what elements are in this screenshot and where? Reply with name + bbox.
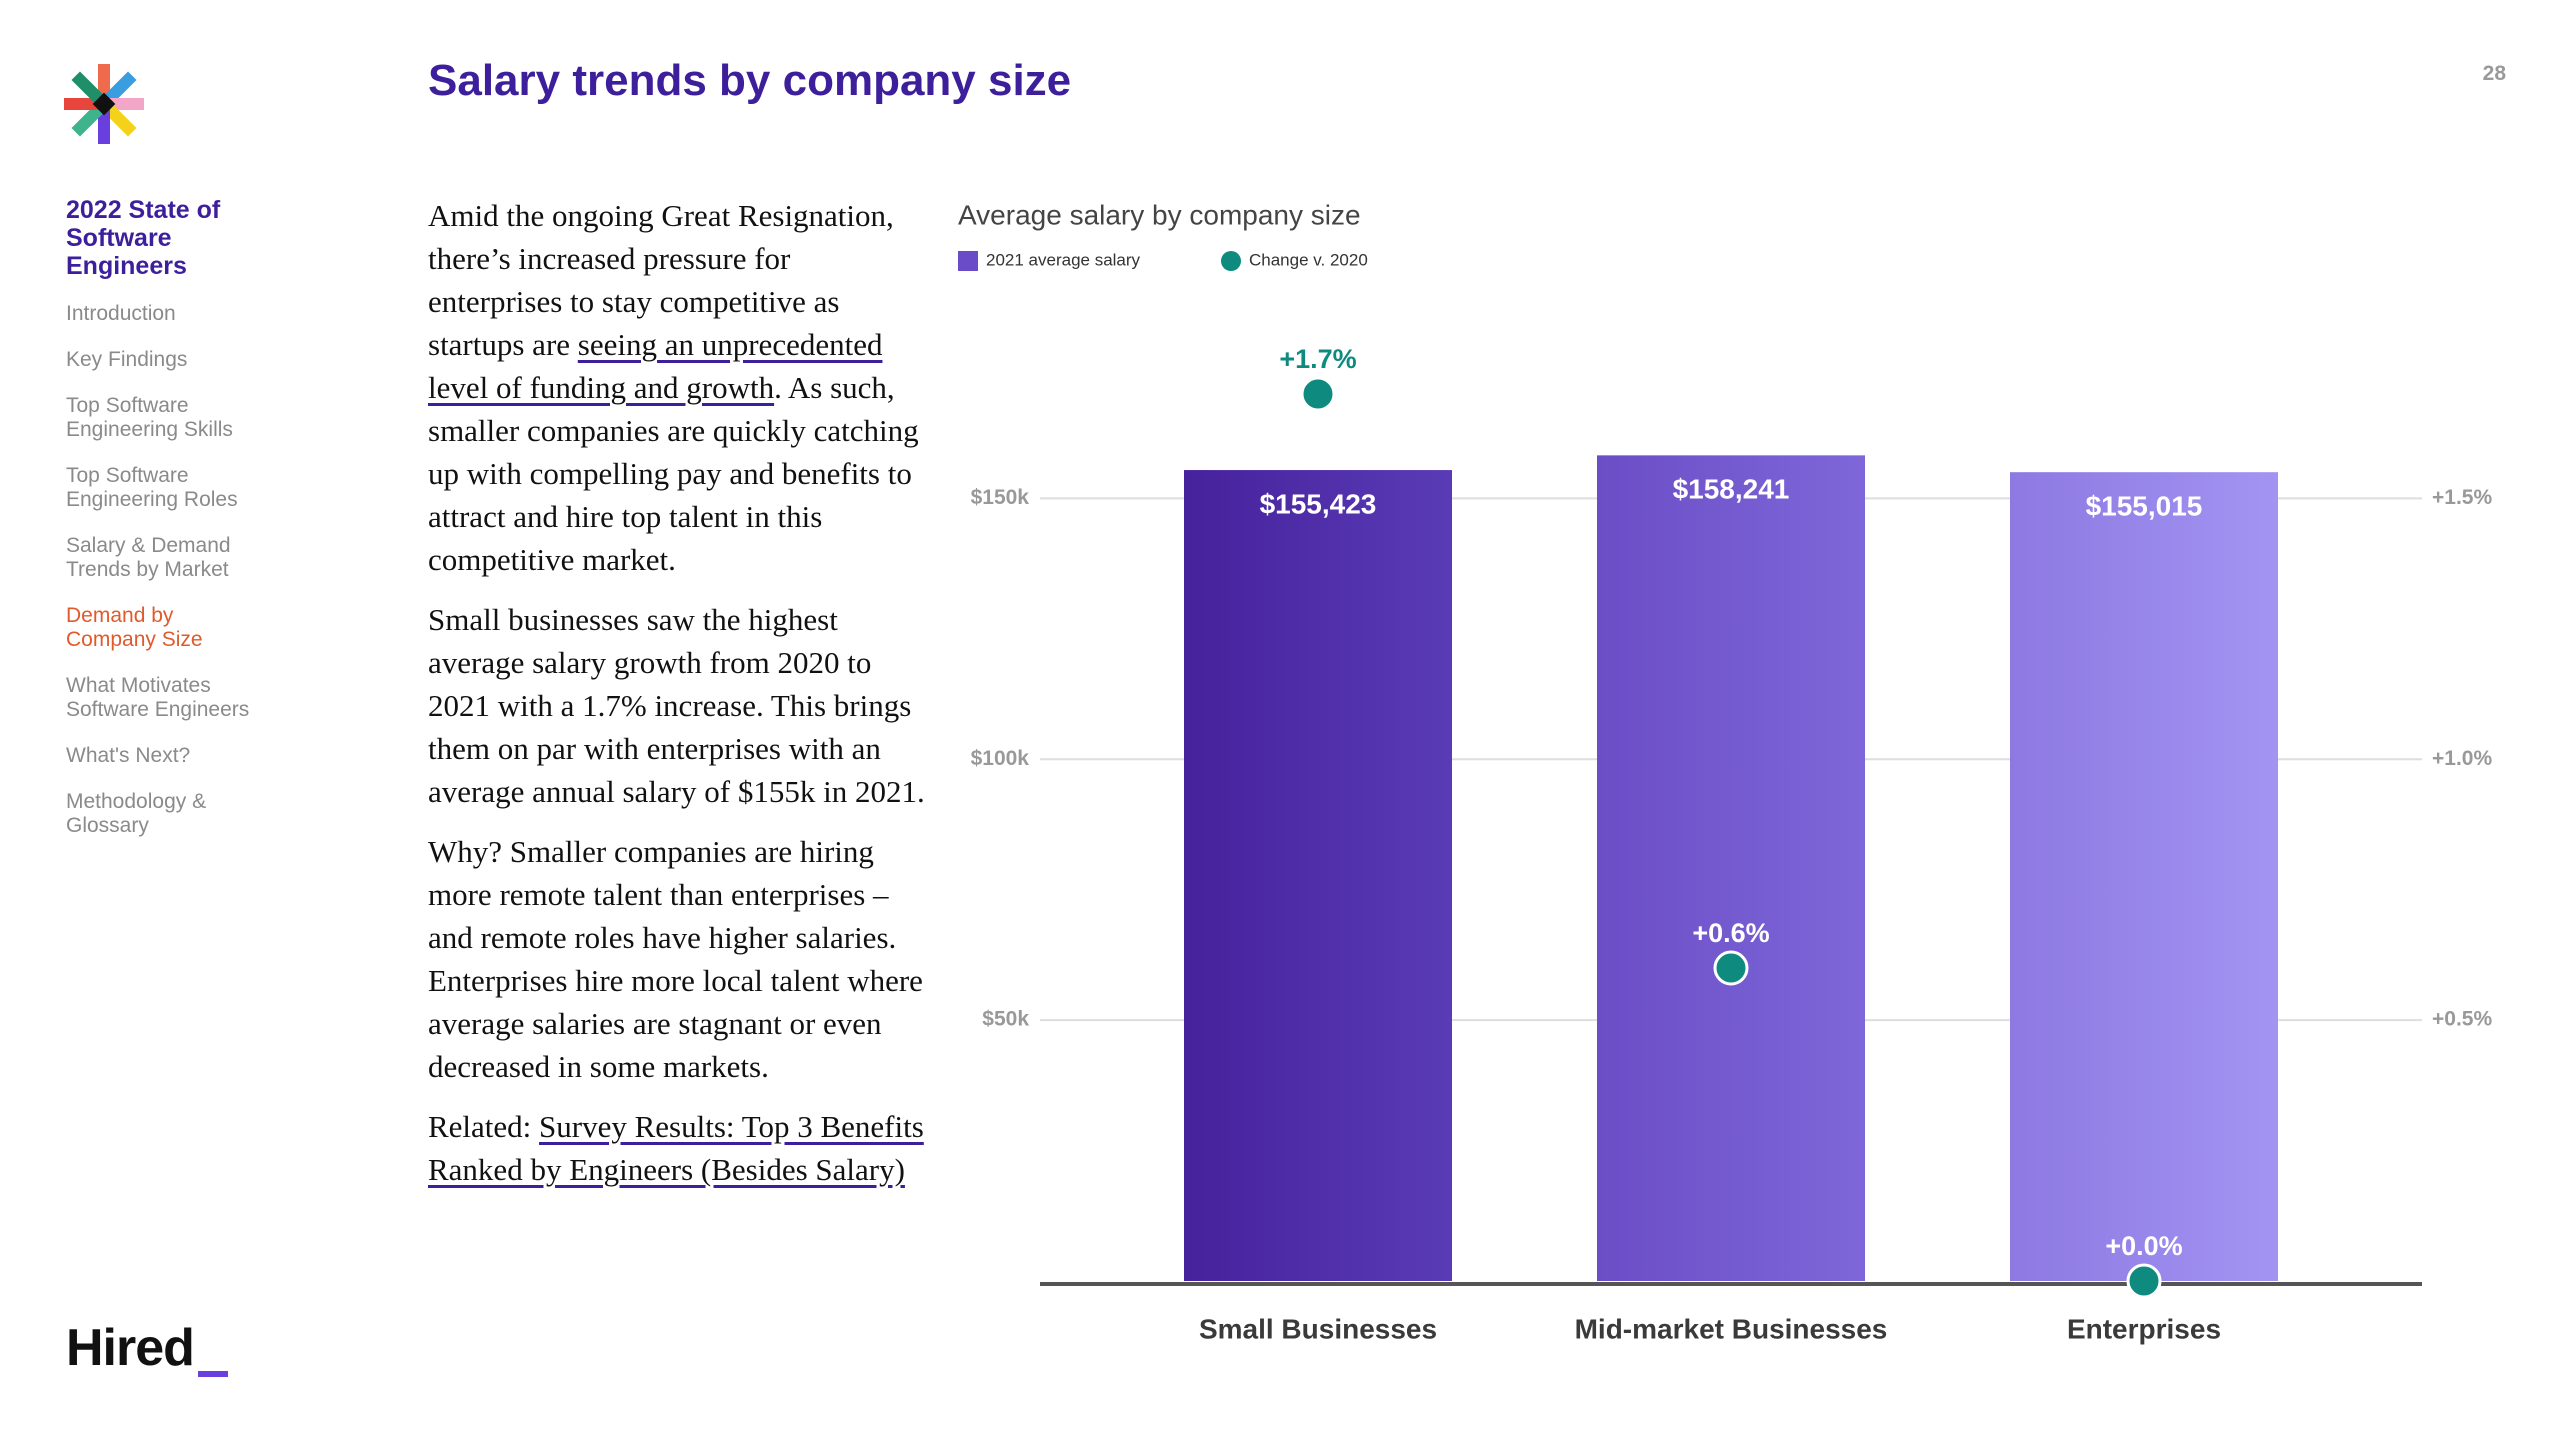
body-text: Amid the ongoing Great Resignation, ther…	[428, 194, 928, 1208]
dot	[1300, 376, 1336, 412]
nav-item[interactable]: Demand by Company Size	[66, 604, 203, 651]
bar	[1597, 455, 1865, 1281]
text-run: Small businesses saw the highest average…	[428, 602, 925, 809]
nav-item[interactable]: Salary & Demand Trends by Market	[66, 534, 231, 581]
nav-heading[interactable]: 2022 State of Software Engineers	[66, 196, 221, 280]
text-run: Related:	[428, 1109, 540, 1144]
paragraph: Amid the ongoing Great Resignation, ther…	[428, 194, 928, 581]
page-number: 28	[2482, 62, 2506, 85]
text-run: . As such, smaller companies are quickly…	[428, 370, 919, 577]
nav-item[interactable]: What Motivates Software Engineers	[66, 674, 250, 721]
brand-underscore	[198, 1371, 228, 1377]
nav-item[interactable]: What's Next?	[66, 744, 191, 767]
nav-item[interactable]: Key Findings	[66, 348, 188, 371]
y2-tick-label: +1.5%	[2432, 486, 2492, 509]
legend-label: Change v. 2020	[1249, 250, 1368, 269]
logo	[64, 64, 144, 144]
value-label: $155,015	[2086, 491, 2203, 522]
bar	[1184, 470, 1452, 1282]
paragraph: Related: Survey Results: Top 3 Benefits …	[428, 1105, 928, 1191]
y-tick-label: $100k	[971, 747, 1030, 770]
y-tick-label: $50k	[982, 1008, 1029, 1031]
chart-title: Average salary by company size	[958, 199, 1361, 230]
dot	[1713, 950, 1749, 986]
y2-tick-label: +0.5%	[2432, 1008, 2492, 1031]
paragraph: Small businesses saw the highest average…	[428, 598, 928, 813]
value-label: $155,423	[1260, 488, 1377, 519]
value-label: +0.6%	[1692, 918, 1769, 948]
nav-item[interactable]: Introduction	[66, 302, 176, 325]
dot	[2126, 1263, 2162, 1299]
value-label: +0.0%	[2105, 1231, 2182, 1261]
value-label: +1.7%	[1279, 344, 1356, 374]
y2-tick-label: +1.0%	[2432, 747, 2492, 770]
legend-swatch	[1221, 251, 1241, 271]
paragraph: Why? Smaller companies are hiring more r…	[428, 830, 928, 1088]
y-tick-label: $150k	[971, 486, 1030, 509]
value-label: $158,241	[1673, 474, 1790, 505]
link[interactable]: Survey Results: Top 3 Benefits Ranked by…	[428, 1109, 924, 1187]
legend-swatch	[958, 251, 978, 271]
nav: Introduction Key Findings Top Software Eng…	[66, 302, 256, 860]
page-title: Salary trends by company size	[428, 56, 1072, 105]
x-tick-label: Small Businesses	[1199, 1313, 1437, 1344]
bar	[2010, 472, 2278, 1282]
text-run: Why? Smaller companies are hiring more r…	[428, 834, 923, 1084]
text-run: Amid the ongoing Great Resignation, ther…	[428, 198, 894, 362]
link[interactable]: seeing an unprecedented level of funding…	[428, 327, 883, 405]
legend-label: 2021 average salary	[986, 250, 1141, 269]
nav-item[interactable]: Top Software Engineering Skills	[66, 394, 233, 441]
brand-logo: Hired	[66, 1319, 195, 1377]
nav-item[interactable]: Methodology & Glossary	[66, 790, 207, 837]
x-tick-label: Enterprises	[2067, 1313, 2221, 1344]
x-tick-label: Mid-market Businesses	[1575, 1313, 1888, 1344]
nav-item[interactable]: Top Software Engineering Roles	[66, 464, 238, 511]
